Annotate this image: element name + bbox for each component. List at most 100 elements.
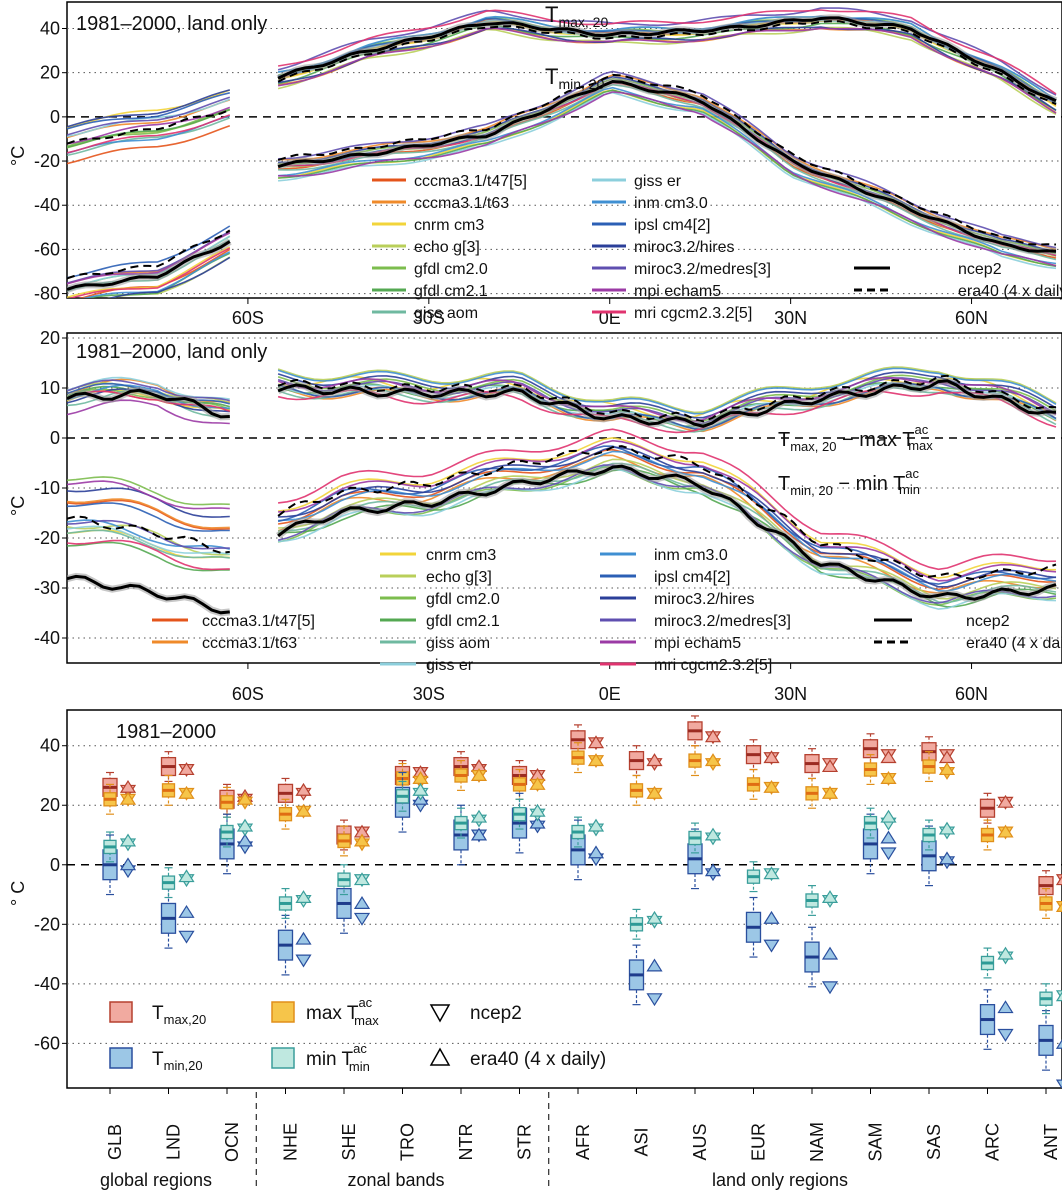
legend-label: cccma3.1/t47[5] [202, 613, 315, 630]
panel-2-min-annotation: Tmin, 20 − min Tac min [778, 466, 920, 498]
era40-marker [938, 762, 956, 776]
group-label: land only regions [712, 1170, 848, 1190]
legend-label: mri cgcm2.3.2[5] [634, 305, 752, 322]
panel-3-regions: 40 20 0 -20 -40 -60 GLB LND OCN NHE SHE TRO NTR STR A… [8, 709, 1062, 1190]
panel-2-y-label: °C [8, 496, 28, 516]
model-line [277, 9, 1057, 95]
model-line [67, 379, 230, 402]
model-line [67, 502, 230, 532]
x-tick-label: GLB [105, 1124, 125, 1160]
era40-marker [412, 782, 429, 796]
legend-swatch-tmin20 [109, 1047, 133, 1069]
model-line [67, 539, 230, 571]
model-line [277, 386, 1057, 433]
ncep2-marker [821, 981, 839, 995]
era40-marker [880, 830, 897, 844]
legend-label: cnrm cm3 [426, 547, 496, 564]
panel-2-differences: 20 10 0 -10 -20 -30 -40 60S 30S 0E 30N 60N 1981–20… [8, 328, 1062, 704]
model-line [278, 83, 1057, 261]
model-line [277, 377, 1057, 425]
x-tick-label: TRO [397, 1123, 417, 1161]
model-line [278, 428, 1057, 571]
model-line [277, 389, 1057, 434]
y-tick-label: -60 [34, 239, 60, 259]
panel-1-grid [67, 28, 1062, 295]
legend-label-tmin20: Tmin,20 [152, 1049, 203, 1073]
model-line [277, 367, 1057, 415]
panel-2-title: 1981–2000, land only [76, 341, 267, 363]
model-line [67, 124, 231, 165]
legend-label: giss aom [414, 305, 478, 322]
ncep2-line [67, 240, 231, 291]
y-tick-label: -80 [34, 284, 60, 304]
y-tick-label: -20 [34, 151, 60, 171]
ncep2-line [67, 388, 230, 419]
model-line [278, 74, 1057, 251]
era40-marker [587, 845, 605, 859]
era40-line [67, 108, 231, 145]
legend-label: miroc3.2/hires [654, 591, 754, 608]
legend-label: ncep2 [966, 613, 1010, 630]
y-tick-label: -30 [34, 578, 60, 598]
legend-label: era40 (4 x daily) [958, 283, 1062, 300]
ncep2-marker [295, 954, 312, 968]
model-line [277, 7, 1057, 96]
model-line [278, 91, 1057, 267]
ncep2-marker [763, 939, 780, 953]
model-line [107, 256, 231, 298]
x-tick-label: 0E [599, 684, 621, 704]
ncep2-marker [353, 912, 371, 926]
legend-label: inm cm3.0 [634, 195, 708, 212]
panel-3-legend: Tmax,20 Tmin,20 max Tac max min Tac min ncep2 e… [109, 995, 606, 1074]
era40-marker [119, 833, 137, 847]
y-tick-label: -60 [34, 1033, 60, 1053]
legend-label-minac: min Tac min [306, 1041, 370, 1074]
model-line [277, 26, 1057, 112]
legend-label: giss aom [426, 635, 490, 652]
legend-label-tmax20: Tmax,20 [152, 1003, 206, 1027]
era40-marker [646, 753, 663, 767]
era40-line [67, 515, 230, 554]
x-tick-label: 30N [774, 684, 807, 704]
panel-3-x-ticks: GLB LND OCN NHE SHE TRO NTR STR AFR ASI AUS EUR NAM S… [105, 1088, 1061, 1162]
era40-marker [704, 827, 722, 841]
x-tick-label: 60N [955, 308, 988, 328]
era40-marker [178, 904, 195, 918]
legend-label: cccma3.1/t63 [414, 195, 509, 212]
era40-marker [646, 958, 663, 972]
model-line [67, 89, 231, 128]
era40-marker [880, 809, 897, 823]
model-line [67, 525, 230, 555]
y-tick-label: 40 [40, 19, 60, 39]
x-tick-label: SHE [339, 1123, 359, 1160]
model-line [278, 81, 1057, 259]
legend-label: inm cm3.0 [654, 547, 728, 564]
panel-1-y-ticks: 40 20 0 -20 -40 -60 -80 [34, 19, 67, 304]
y-tick-label: -20 [34, 914, 60, 934]
legend-label: echo g[3] [426, 569, 492, 586]
era40-line [67, 229, 231, 280]
era40-marker [763, 750, 780, 764]
era40-marker [587, 818, 605, 832]
era40-marker [178, 869, 195, 883]
legend-label: cnrm cm3 [414, 217, 484, 234]
x-tick-label: NHE [280, 1123, 300, 1161]
legend-label-ncep2: ncep2 [470, 1003, 522, 1024]
model-line [67, 399, 230, 425]
ncep2-line [277, 79, 1057, 253]
panel-2-x-ticks: 60S 30S 0E 30N 60N [232, 663, 988, 704]
legend-label: cccma3.1/t47[5] [414, 173, 527, 190]
era40-marker [178, 785, 195, 799]
era40-marker [295, 931, 312, 945]
legend-label: ipsl cm4[2] [634, 217, 710, 234]
legend-label: giss er [634, 173, 682, 190]
model-line [277, 464, 1057, 604]
model-line [68, 247, 231, 298]
legend-label: gfdl cm2.0 [426, 591, 500, 608]
legend-label: miroc3.2/medres[3] [634, 261, 771, 278]
era40-line [277, 20, 1057, 106]
era40-marker [236, 818, 254, 832]
legend-swatch-minac [271, 1047, 295, 1069]
ncep2-line [277, 464, 1057, 601]
